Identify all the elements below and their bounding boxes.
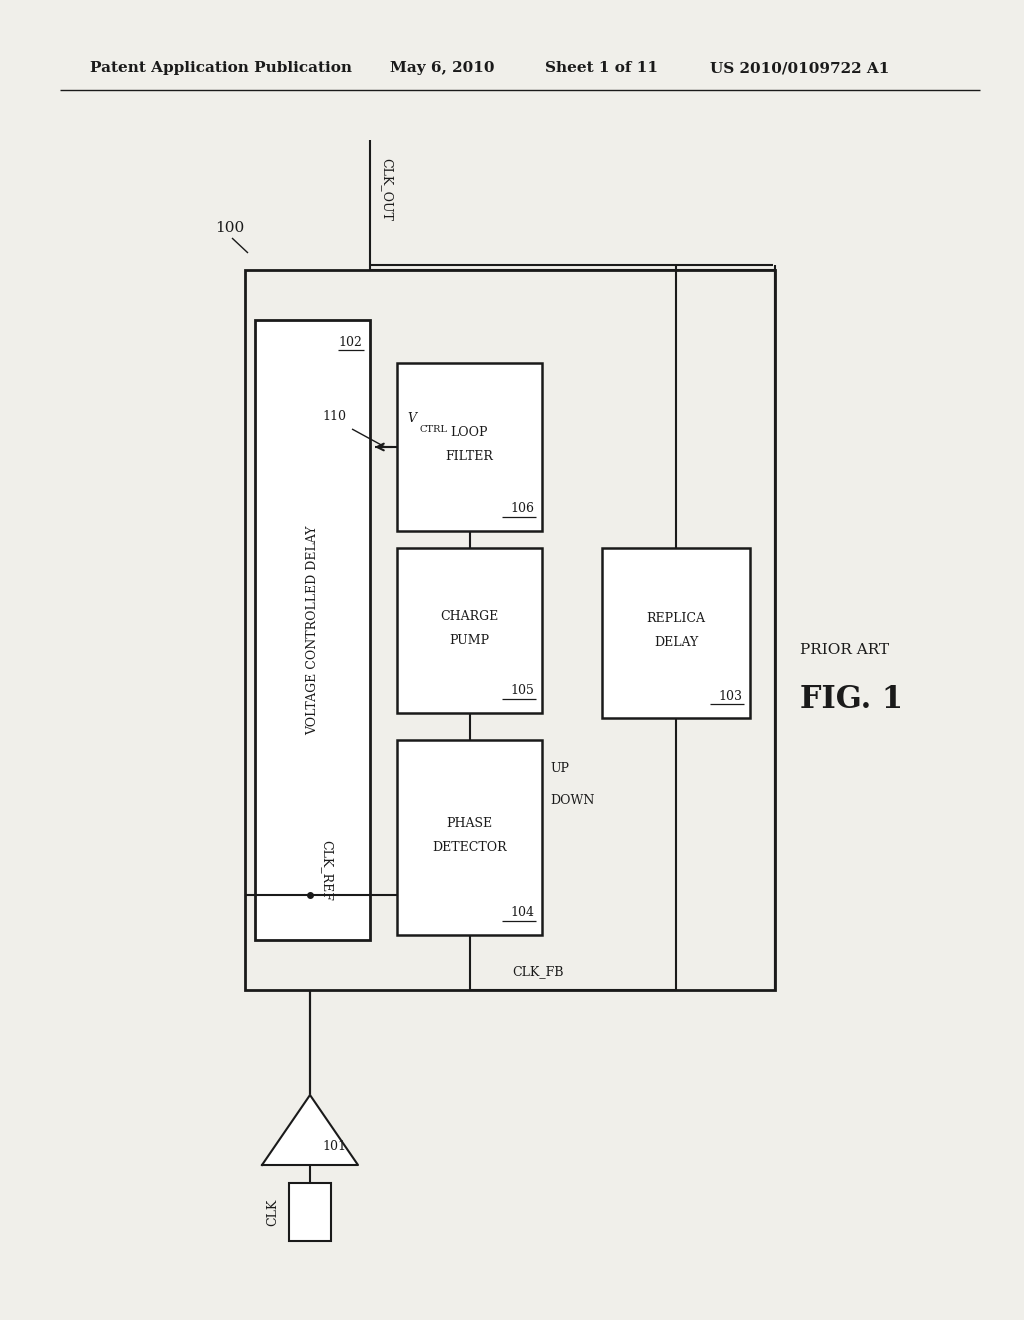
- Text: Sheet 1 of 11: Sheet 1 of 11: [545, 61, 658, 75]
- Text: PRIOR ART: PRIOR ART: [800, 643, 889, 657]
- Text: REPLICA: REPLICA: [646, 612, 706, 626]
- Text: V: V: [407, 412, 416, 425]
- Text: PHASE: PHASE: [446, 817, 493, 830]
- Text: May 6, 2010: May 6, 2010: [390, 61, 495, 75]
- Text: 100: 100: [215, 220, 245, 235]
- Bar: [602, 548, 750, 718]
- Text: CHARGE: CHARGE: [440, 610, 499, 623]
- Bar: [255, 319, 370, 940]
- Text: US 2010/0109722 A1: US 2010/0109722 A1: [710, 61, 890, 75]
- Bar: [397, 548, 542, 713]
- Text: 103: 103: [718, 689, 742, 702]
- Text: CTRL: CTRL: [419, 425, 447, 433]
- Text: VOLTAGE CONTROLLED DELAY: VOLTAGE CONTROLLED DELAY: [306, 525, 319, 735]
- Text: LOOP: LOOP: [451, 426, 488, 440]
- Text: CLK_REF: CLK_REF: [319, 840, 333, 900]
- Bar: [245, 271, 775, 990]
- Text: UP: UP: [550, 762, 569, 775]
- Text: DOWN: DOWN: [550, 793, 594, 807]
- Text: PUMP: PUMP: [450, 634, 489, 647]
- Bar: [397, 741, 542, 935]
- Text: DELAY: DELAY: [654, 636, 698, 649]
- Text: 102: 102: [338, 335, 362, 348]
- Text: CLK_OUT: CLK_OUT: [380, 158, 393, 220]
- Bar: [289, 1183, 331, 1241]
- Polygon shape: [262, 1096, 358, 1166]
- Text: CLK_FB: CLK_FB: [512, 965, 563, 978]
- Bar: [397, 363, 542, 531]
- Text: 104: 104: [510, 907, 534, 920]
- Text: 110: 110: [322, 411, 346, 424]
- Text: 106: 106: [510, 503, 534, 516]
- Text: 105: 105: [510, 685, 534, 697]
- Text: CLK: CLK: [266, 1199, 279, 1226]
- Text: DETECTOR: DETECTOR: [432, 841, 507, 854]
- Text: FIG. 1: FIG. 1: [800, 685, 903, 715]
- Text: 101: 101: [322, 1140, 346, 1154]
- Text: Patent Application Publication: Patent Application Publication: [90, 61, 352, 75]
- Text: FILTER: FILTER: [445, 450, 494, 463]
